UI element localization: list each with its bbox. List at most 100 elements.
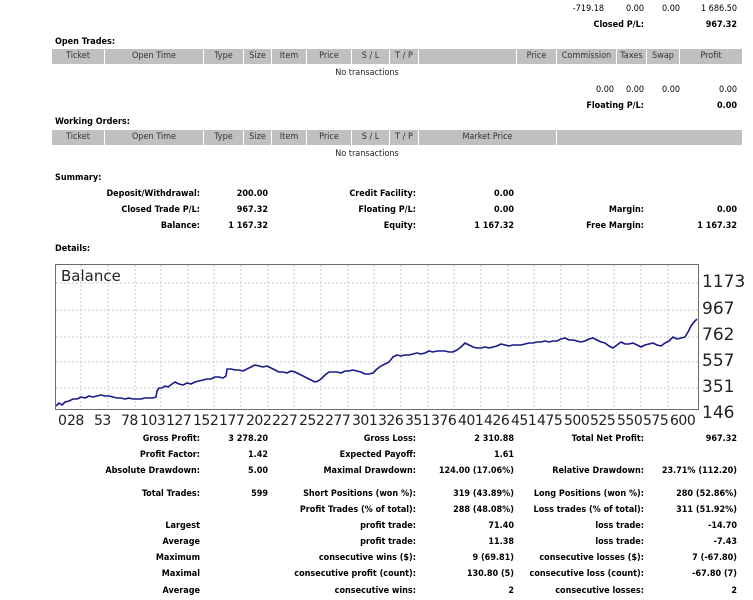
stat-value: 9 (69.81) (472, 553, 514, 563)
stat-value: 7 (-67.80) (692, 553, 737, 563)
free-margin-label: Free Margin: (586, 221, 644, 231)
stat-label: Relative Drawdown: (552, 466, 644, 476)
col-profit[interactable]: Profit (680, 49, 743, 64)
wo-col-type[interactable]: Type (204, 130, 244, 145)
closed-taxes-total: 0.00 (625, 4, 644, 14)
wo-col-blank (557, 130, 743, 145)
balance-line (56, 318, 698, 407)
closed-swap-total: 0.00 (661, 4, 680, 14)
floating-pl-label: Floating P/L: (586, 101, 644, 111)
wo-col-tp[interactable]: T / P (390, 130, 419, 145)
y-tick: 967 (702, 299, 735, 319)
x-tick: 351 (405, 413, 431, 429)
stat-label: Profit Factor: (139, 450, 200, 460)
stat-label: profit trade: (360, 537, 416, 547)
equity-label: Equity: (383, 221, 416, 231)
stat-label: Expected Payoff: (339, 450, 416, 460)
x-tick: 451 (511, 413, 537, 429)
col-tp[interactable]: T / P (390, 49, 419, 64)
stat-value: 967.32 (705, 434, 737, 444)
wo-col-open-time[interactable]: Open Time (105, 130, 204, 145)
x-tick: 475 (537, 413, 563, 429)
col-item[interactable]: Item (272, 49, 307, 64)
stat-value: 23.71% (112.20) (661, 466, 737, 476)
stat-value: 71.40 (488, 521, 514, 531)
stat-label: consecutive losses: (555, 586, 644, 596)
stat-label: Average (162, 537, 200, 547)
balance-value: 1 167.32 (228, 221, 268, 231)
x-tick: 600 (670, 413, 696, 429)
x-tick: 376 (431, 413, 457, 429)
free-margin-value: 1 167.32 (697, 221, 737, 231)
closed-profit-total: 1 686.50 (700, 4, 737, 14)
x-tick: 550 (617, 413, 643, 429)
x-tick: 500 (564, 413, 590, 429)
x-tick: 426 (484, 413, 510, 429)
x-tick: 575 (643, 413, 669, 429)
col-sl[interactable]: S / L (352, 49, 390, 64)
stat-label: Maximal Drawdown: (323, 466, 416, 476)
working-orders-empty: No transactions (335, 149, 399, 159)
x-tick: 301 (352, 413, 378, 429)
x-tick: 277 (325, 413, 351, 429)
y-tick: 351 (702, 377, 735, 397)
floating-pl-value: 0.00 (717, 101, 737, 111)
stat-label: Absolute Drawdown: (105, 466, 200, 476)
stat-value: 1.42 (248, 450, 268, 460)
col-open-time[interactable]: Open Time (105, 49, 204, 64)
y-tick: 557 (702, 351, 735, 371)
floating-label: Floating P/L: (358, 205, 416, 215)
chart-title: Balance (61, 267, 121, 285)
floating-value: 0.00 (494, 205, 514, 215)
stat-value: 1.61 (494, 450, 514, 460)
x-tick: 525 (590, 413, 616, 429)
wo-col-size[interactable]: Size (244, 130, 272, 145)
y-tick: 146 (702, 403, 735, 423)
stat-value: 3 278.20 (228, 434, 268, 444)
stat-label: Average (162, 586, 200, 596)
balance-chart: Balance (55, 264, 699, 410)
closed-pl-value: 967.32 (705, 20, 737, 30)
col-commission[interactable]: Commission (557, 49, 617, 64)
col-blank (419, 49, 517, 64)
stat-label: Total Net Profit: (571, 434, 644, 444)
col-price[interactable]: Price (307, 49, 352, 64)
col-taxes[interactable]: Taxes (617, 49, 647, 64)
col-type[interactable]: Type (204, 49, 244, 64)
stat-label: loss trade: (595, 521, 644, 531)
wo-col-ticket[interactable]: Ticket (52, 130, 105, 145)
stat-value: -7.43 (713, 537, 737, 547)
col-ticket[interactable]: Ticket (52, 49, 105, 64)
y-tick: 1173 (702, 272, 746, 292)
stat-label: Gross Loss: (363, 434, 416, 444)
x-tick: 78 (121, 413, 138, 429)
stat-value: 288 (48.08%) (453, 505, 514, 515)
wo-col-price[interactable]: Price (307, 130, 352, 145)
wo-col-market-price[interactable]: Market Price (419, 130, 557, 145)
stat-label: Gross Profit: (142, 434, 200, 444)
col-current-price[interactable]: Price (517, 49, 557, 64)
stat-label: profit trade: (360, 521, 416, 531)
stat-label: consecutive loss (count): (529, 569, 644, 579)
col-swap[interactable]: Swap (647, 49, 680, 64)
stat-value: 599 (251, 489, 268, 499)
stat-value: 124.00 (17.06%) (438, 466, 514, 476)
closed-trade-value: 967.32 (236, 205, 268, 215)
col-size[interactable]: Size (244, 49, 272, 64)
closed-trade-label: Closed Trade P/L: (121, 205, 200, 215)
wo-col-sl[interactable]: S / L (352, 130, 390, 145)
wo-col-item[interactable]: Item (272, 130, 307, 145)
stat-label: Profit Trades (% of total): (299, 505, 416, 515)
y-tick: 762 (702, 325, 735, 345)
stat-label: Maximal (161, 569, 200, 579)
closed-pl-label: Closed P/L: (593, 20, 645, 30)
x-tick: 127 (166, 413, 192, 429)
x-tick: 326 (378, 413, 404, 429)
x-tick: 227 (272, 413, 298, 429)
summary-title: Summary: (55, 173, 102, 183)
stat-value: 311 (51.92%) (676, 505, 737, 515)
stat-value: 319 (43.89%) (453, 489, 514, 499)
x-tick: 252 (299, 413, 325, 429)
x-tick: 401 (458, 413, 484, 429)
stat-label: Short Positions (won %): (303, 489, 416, 499)
